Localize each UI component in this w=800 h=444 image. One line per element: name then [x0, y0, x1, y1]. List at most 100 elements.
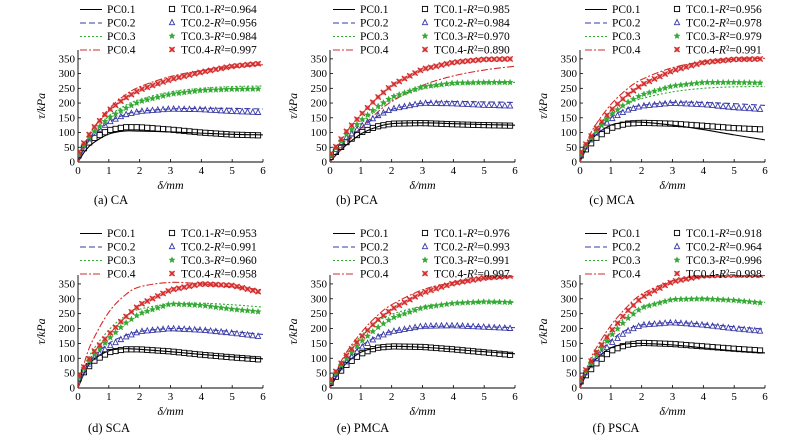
y-tick-label: 200	[59, 98, 76, 110]
data-point	[164, 91, 172, 98]
model-line-pc0-1	[330, 345, 515, 388]
data-point	[480, 323, 488, 330]
test-series-tc0-4	[330, 275, 514, 383]
y-tick-label: 100	[561, 127, 578, 139]
data-point	[106, 113, 114, 120]
data-point	[714, 275, 721, 279]
data-point	[330, 150, 334, 157]
data-point	[725, 56, 732, 64]
data-point	[411, 100, 419, 108]
x-tick-label: 4	[451, 391, 457, 403]
data-point	[667, 68, 674, 75]
test-series-tc0-2	[330, 321, 514, 384]
data-point	[709, 78, 717, 86]
data-point	[640, 90, 648, 98]
data-point	[630, 87, 637, 94]
data-point	[233, 85, 241, 93]
data-point	[603, 337, 611, 345]
data-point	[406, 296, 413, 303]
data-point	[635, 83, 642, 90]
data-point	[703, 78, 711, 86]
legend-label: PC0.4	[612, 269, 641, 281]
data-point	[406, 324, 414, 332]
data-point	[501, 298, 509, 306]
data-point	[191, 70, 198, 77]
data-point	[757, 275, 764, 279]
data-point	[191, 128, 198, 135]
data-point	[223, 106, 230, 114]
legend-marker	[673, 229, 681, 237]
data-point	[624, 326, 632, 334]
x-tick-label: 4	[199, 165, 205, 177]
data-point	[254, 307, 262, 315]
data-point	[191, 325, 199, 333]
legend-label: PC0.1	[107, 4, 136, 16]
data-point	[395, 326, 403, 333]
data-point	[730, 324, 738, 332]
data-point	[96, 131, 103, 139]
data-point	[106, 117, 114, 125]
data-point	[212, 86, 220, 93]
data-point	[507, 275, 514, 280]
x-tick-label: 5	[481, 165, 487, 177]
data-point	[244, 330, 251, 338]
data-point	[625, 341, 632, 348]
data-point	[379, 319, 387, 327]
legend-label: PC0.2	[612, 242, 641, 254]
plot-area	[330, 55, 515, 162]
data-point	[191, 87, 199, 95]
data-point	[491, 56, 498, 63]
x-tick-label: 6	[260, 391, 266, 403]
data-point	[745, 298, 754, 305]
legend-marker	[168, 32, 176, 40]
y-tick-label: 100	[561, 353, 578, 365]
data-point	[186, 325, 193, 333]
data-point	[603, 127, 611, 134]
data-point	[138, 97, 146, 105]
data-point	[693, 79, 701, 87]
data-point	[143, 96, 151, 103]
y-tick-label: 150	[59, 338, 76, 350]
x-tick-label: 6	[512, 165, 518, 177]
data-point	[416, 83, 424, 91]
data-point	[422, 288, 429, 295]
data-point	[353, 342, 361, 350]
test-series-tc0-4	[78, 281, 262, 379]
data-point	[338, 360, 345, 367]
data-point	[78, 372, 82, 379]
data-point	[191, 282, 198, 289]
data-point	[254, 332, 262, 339]
data-point	[117, 346, 124, 354]
data-point	[582, 141, 589, 148]
data-point	[719, 323, 727, 330]
data-point	[501, 324, 509, 331]
data-point	[469, 298, 477, 306]
legend-label: TC0.3-R²=0.970	[434, 31, 510, 43]
data-point	[625, 307, 632, 314]
data-point	[645, 301, 653, 309]
legend-marker	[168, 242, 176, 250]
data-point	[672, 318, 679, 326]
data-point	[714, 295, 722, 303]
data-point	[608, 330, 616, 338]
data-point	[112, 338, 119, 346]
legend-marker	[421, 270, 429, 277]
data-point	[358, 336, 366, 344]
data-point	[672, 81, 680, 89]
data-point	[228, 63, 235, 70]
data-point	[238, 107, 246, 115]
data-point	[603, 115, 611, 123]
data-point	[385, 308, 392, 315]
data-point	[380, 108, 387, 116]
data-point	[714, 57, 721, 65]
data-point	[369, 327, 377, 335]
data-point	[374, 323, 382, 331]
data-point	[133, 99, 141, 107]
y-axis-label: τ/kPa	[286, 93, 300, 119]
data-point	[117, 98, 124, 105]
data-point	[490, 78, 498, 86]
data-point	[693, 61, 700, 68]
data-point	[614, 123, 621, 130]
legend-marker	[673, 32, 681, 40]
data-point	[422, 303, 430, 311]
